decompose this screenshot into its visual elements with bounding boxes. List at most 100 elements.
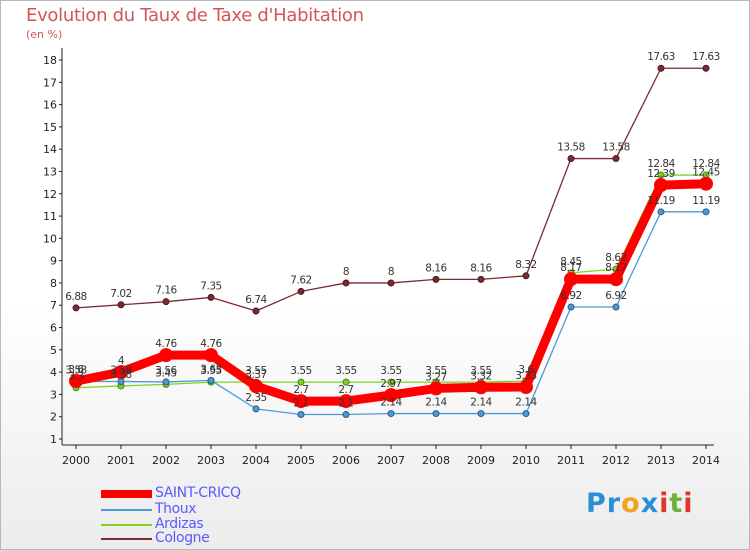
data-point-thoux [657, 208, 665, 216]
y-tick-label: 9 [50, 255, 57, 268]
data-point-thoux [432, 410, 440, 418]
data-point-ardizas [387, 378, 395, 386]
data-point-ardizas [297, 378, 305, 386]
data-label-cologne: 8.32 [515, 259, 536, 271]
logo-letter: t [669, 488, 684, 519]
y-tick-label: 16 [43, 99, 57, 112]
data-label-saint-cricq: 3.33 [515, 370, 536, 382]
data-label-saint-cricq: 3.6 [68, 364, 84, 376]
data-point-thoux [342, 410, 350, 418]
data-label-saint-cricq: 2.97 [380, 378, 401, 390]
data-point-ardizas [342, 378, 350, 386]
data-point-cologne [342, 279, 350, 287]
proxiti-logo: Proxiti [586, 488, 694, 519]
data-label-thoux: 3.63 [200, 363, 221, 375]
data-label-thoux: 6.92 [605, 290, 626, 302]
data-point-thoux [702, 208, 710, 216]
data-point-saint-cricq [384, 388, 398, 403]
data-point-saint-cricq [339, 394, 353, 409]
data-label-ardizas: 3.55 [245, 365, 266, 377]
data-label-thoux: 11.19 [647, 195, 675, 207]
legend-label-saint-cricq: SAINT-CRICQ [155, 485, 241, 501]
data-label-ardizas: 3.55 [335, 365, 356, 377]
y-tick-label: 11 [43, 210, 57, 223]
data-point-cologne [72, 304, 80, 312]
data-point-thoux [252, 405, 260, 413]
data-label-saint-cricq: 3.27 [425, 371, 446, 383]
data-point-thoux [387, 410, 395, 418]
data-label-ardizas: 3.55 [470, 365, 491, 377]
data-point-saint-cricq [114, 365, 128, 380]
x-tick-label: 2010 [512, 454, 540, 467]
y-tick-label: 7 [50, 299, 57, 312]
logo-letter: o [621, 488, 641, 519]
data-point-saint-cricq [159, 348, 173, 363]
y-tick-label: 1 [50, 433, 57, 446]
y-tick-label: 15 [43, 121, 57, 134]
data-point-cologne [207, 293, 215, 301]
data-label-cologne: 7.35 [200, 280, 221, 292]
y-tick-label: 8 [50, 277, 57, 290]
data-label-ardizas: 3.55 [380, 365, 401, 377]
legend-swatch-ardizas [101, 524, 152, 526]
data-label-cologne: 8 [343, 266, 349, 278]
data-point-thoux [567, 303, 575, 311]
data-label-thoux: 6.92 [560, 290, 581, 302]
data-label-thoux: 2.35 [245, 392, 266, 404]
data-point-cologne [477, 275, 485, 283]
data-label-ardizas: 3.45 [155, 367, 176, 379]
logo-letter: i [659, 488, 670, 519]
x-tick-label: 2006 [332, 454, 360, 467]
data-label-saint-cricq: 4 [118, 355, 125, 367]
data-label-thoux: 2.1 [293, 397, 308, 409]
data-point-thoux [477, 410, 485, 418]
x-tick-label: 2005 [287, 454, 315, 467]
data-label-cologne: 8 [388, 266, 394, 278]
logo-letter: x [640, 488, 660, 519]
x-tick-label: 2008 [422, 454, 450, 467]
data-label-cologne: 6.74 [245, 294, 267, 306]
data-point-saint-cricq [609, 272, 623, 287]
data-label-thoux: 2.14 [515, 397, 537, 409]
data-point-saint-cricq [699, 176, 713, 191]
data-label-cologne: 17.63 [692, 51, 720, 63]
legend-swatch-cologne [101, 538, 152, 540]
x-tick-label: 2000 [62, 454, 90, 467]
logo-letter: r [606, 488, 622, 519]
data-point-thoux [297, 410, 305, 418]
y-tick-label: 10 [43, 232, 57, 245]
x-tick-label: 2004 [242, 454, 270, 467]
data-point-cologne [252, 307, 260, 315]
data-label-cologne: 13.58 [557, 142, 585, 154]
data-point-cologne [162, 298, 170, 306]
y-axis-unit-label: (en %) [26, 28, 63, 41]
data-point-thoux [207, 376, 215, 384]
data-label-saint-cricq: 4.76 [200, 338, 222, 350]
y-tick-label: 12 [43, 188, 57, 201]
data-point-cologne [612, 155, 620, 163]
data-label-thoux: 2.14 [470, 397, 492, 409]
data-label-thoux: 11.19 [692, 195, 720, 207]
y-tick-label: 14 [43, 143, 57, 156]
data-point-ardizas [657, 171, 665, 179]
data-point-saint-cricq [69, 374, 83, 389]
legend-swatch-saint-cricq [101, 490, 152, 498]
x-tick-label: 2014 [692, 454, 720, 467]
data-point-cologne [387, 279, 395, 287]
data-label-cologne: 13.58 [602, 142, 630, 154]
data-label-thoux: 3.58 [110, 364, 131, 376]
y-tick-label: 17 [43, 76, 57, 89]
data-label-saint-cricq: 2.7 [293, 384, 308, 396]
y-tick-label: 13 [43, 165, 57, 178]
data-point-saint-cricq [654, 178, 668, 193]
data-label-cologne: 8.16 [470, 262, 492, 274]
data-label-saint-cricq: 12.39 [647, 168, 675, 180]
y-tick-label: 3 [50, 388, 57, 401]
chart-title: Evolution du Taux de Taxe d'Habitation [26, 5, 364, 26]
y-tick-label: 5 [50, 344, 57, 357]
x-tick-label: 2013 [647, 454, 675, 467]
y-tick-label: 4 [50, 366, 57, 379]
data-label-thoux: 3.58 [65, 364, 86, 376]
